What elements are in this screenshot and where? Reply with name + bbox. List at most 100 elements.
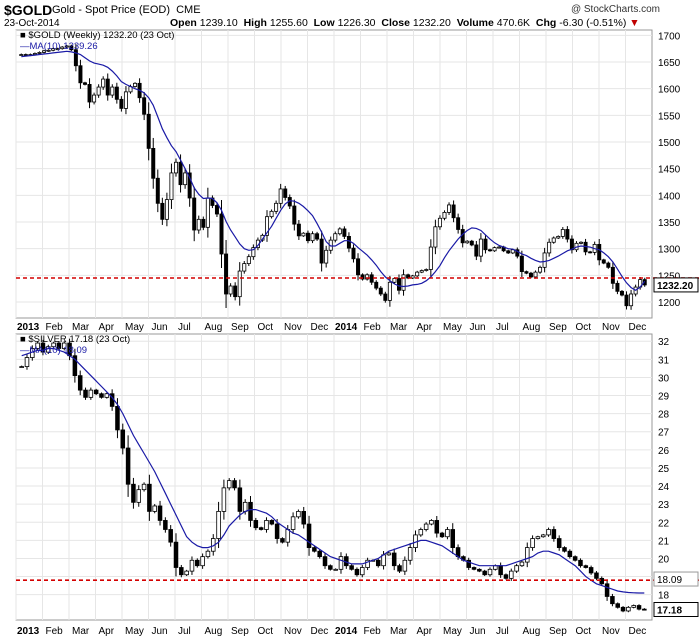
gold-candle <box>92 94 97 103</box>
gold-ma-line-icon: — <box>20 41 30 52</box>
silver-candle <box>375 559 381 567</box>
silver-x-tick-label: Jul <box>178 626 191 637</box>
silver-x-tick-label: Aug <box>523 626 541 637</box>
silver-candle <box>514 565 519 572</box>
silver-candle <box>509 570 514 579</box>
gold-candle <box>142 97 147 115</box>
chart-date: 23-Oct-2014 <box>4 18 60 29</box>
silver-x-tick-label: Feb <box>364 626 382 637</box>
gold-candle <box>392 278 397 283</box>
gold-candle <box>119 98 124 109</box>
silver-x-tick-label: Aug <box>205 626 223 637</box>
silver-candle <box>610 596 615 605</box>
silver-candle <box>615 603 620 608</box>
gold-candle <box>114 86 119 100</box>
gold-candle <box>305 232 310 242</box>
down-arrow-icon: ▼ <box>629 17 640 29</box>
silver-candle <box>125 447 131 485</box>
gold-last-value-box <box>653 277 699 293</box>
silver-candle <box>205 550 211 558</box>
silver-x-tick-label: Nov <box>602 626 620 637</box>
gold-candle <box>219 213 224 255</box>
silver-candle <box>642 608 647 611</box>
silver-candle <box>40 342 46 353</box>
gold-candle <box>55 48 60 51</box>
silver-candle <box>168 529 173 543</box>
silver-y-tick-label: 30 <box>658 373 670 384</box>
gold-candle <box>465 240 470 244</box>
instrument-name: Gold - Spot Price (EOD) <box>52 4 170 16</box>
silver-candle <box>365 559 370 568</box>
silver-x-tick-label: Sep <box>231 626 249 637</box>
gold-candle <box>478 238 483 257</box>
silver-candle <box>131 483 136 503</box>
gold-candle <box>169 172 174 201</box>
exchange: CME <box>176 4 201 16</box>
gold-x-tick-label: Mar <box>390 322 408 333</box>
silver-candle <box>322 556 328 567</box>
gold-x-tick-label: Feb <box>364 322 382 333</box>
silver-candle <box>397 565 402 572</box>
silver-candle <box>19 366 24 368</box>
gold-candle <box>560 229 565 237</box>
gold-candle <box>42 50 47 53</box>
silver-candle <box>418 529 424 536</box>
silver-candle <box>99 393 104 398</box>
gold-candle <box>214 205 219 215</box>
silver-candle <box>24 357 30 367</box>
silver-candle <box>301 510 306 525</box>
gold-candle <box>374 281 379 289</box>
gold-y-tick-label: 1600 <box>658 85 681 96</box>
gold-candle <box>356 258 361 276</box>
gold-candle <box>337 228 342 235</box>
gold-candle <box>60 46 65 50</box>
silver-candle <box>216 510 221 539</box>
gold-candle <box>205 197 210 228</box>
gold-candle <box>96 86 101 96</box>
gold-y-tick-label: 1500 <box>658 138 681 149</box>
gold-y-tick-label: 1400 <box>658 191 681 202</box>
silver-candle <box>264 520 269 530</box>
gold-last-value-tag: 1232.20 <box>657 281 694 292</box>
silver-candle <box>349 565 354 570</box>
silver-candle <box>290 516 296 530</box>
gold-candle <box>296 223 301 237</box>
silver-candle <box>535 536 541 539</box>
gold-candle <box>442 211 447 219</box>
gold-candle <box>192 197 197 231</box>
gold-candle <box>242 263 247 272</box>
gold-x-tick-label: Sep <box>231 322 249 333</box>
gold-candle <box>133 82 138 87</box>
silver-last-value-tag: 17.18 <box>657 606 682 617</box>
gold-candle <box>424 269 429 271</box>
stockcharts-brand[interactable]: @ StockCharts.com <box>570 4 660 15</box>
gold-x-tick-label: Jun <box>470 322 486 333</box>
silver-candle <box>599 577 605 585</box>
silver-candle <box>477 568 482 572</box>
gold-candle <box>378 287 383 295</box>
silver-candle <box>498 565 503 576</box>
gold-candle <box>251 247 256 258</box>
silver-x-tick-label: Oct <box>576 626 592 637</box>
gold-candle <box>82 82 87 85</box>
silver-candle <box>312 547 317 552</box>
gold-candle <box>151 147 156 179</box>
gold-x-tick-label: Dec <box>629 322 647 333</box>
gold-candle <box>160 202 165 220</box>
silver-candle <box>51 342 56 348</box>
silver-candle <box>423 523 429 530</box>
silver-candle <box>317 550 322 558</box>
gold-candle <box>73 49 78 67</box>
ohlc-readout: Open 1239.10 High 1255.60 Low 1226.30 Cl… <box>170 17 640 29</box>
silver-x-tick-label: 2013 <box>17 626 40 637</box>
gold-candle <box>228 285 233 295</box>
silver-y-tick-label: 18 <box>658 591 670 602</box>
silver-candle <box>88 389 94 398</box>
gold-candle <box>315 233 320 240</box>
gold-x-tick-label: 2013 <box>17 322 40 333</box>
silver-candle <box>328 565 333 570</box>
silver-candle <box>572 556 578 561</box>
silver-x-tick-label: Mar <box>390 626 408 637</box>
gold-candle <box>246 256 251 264</box>
